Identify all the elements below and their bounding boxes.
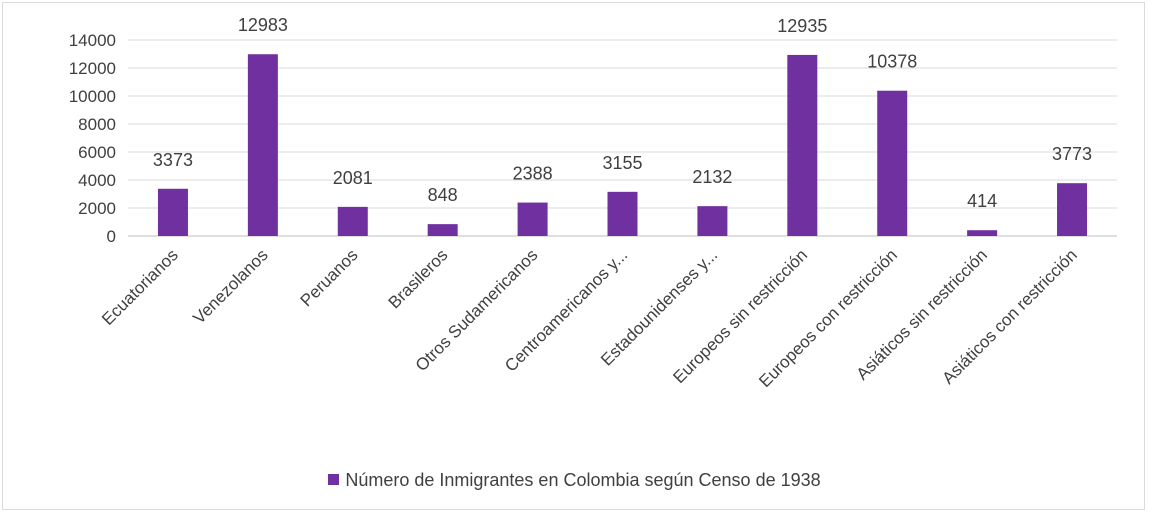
legend: Número de Inmigrantes en Colombia según …: [0, 470, 1149, 491]
x-tick-label: Venezolanos: [189, 245, 271, 327]
y-tick-label: 8000: [78, 115, 116, 134]
bar: [337, 206, 368, 236]
data-label: 3155: [602, 153, 642, 173]
legend-swatch: [328, 474, 340, 485]
x-tick-label: Brasileros: [385, 245, 452, 312]
y-tick-label: 10000: [69, 87, 116, 106]
bar: [877, 90, 908, 236]
y-tick-label: 0: [107, 227, 116, 246]
y-tick-label: 14000: [69, 31, 116, 50]
bar: [787, 54, 818, 236]
y-tick-label: 6000: [78, 143, 116, 162]
data-label: 3773: [1052, 144, 1092, 164]
data-label: 3373: [153, 150, 193, 170]
y-axis-ticks: 0 2000 4000 6000 8000 10000 12000 14000: [69, 31, 116, 246]
y-tick-label: 2000: [78, 199, 116, 218]
y-tick-label: 12000: [69, 59, 116, 78]
bar: [247, 54, 278, 236]
x-tick-label: Ecuatorianos: [98, 245, 182, 329]
data-label: 414: [967, 191, 997, 211]
data-label: 10378: [867, 52, 917, 72]
data-label: 2081: [333, 168, 373, 188]
gridlines: [128, 39, 1117, 237]
x-tick-label: Peruanos: [297, 245, 362, 310]
bar: [967, 230, 998, 236]
bar: [1057, 183, 1088, 236]
y-tick-label: 4000: [78, 171, 116, 190]
data-label: 12935: [777, 16, 827, 36]
bars: [157, 54, 1088, 236]
data-label: 2132: [692, 167, 732, 187]
bar: [157, 188, 188, 236]
bar: [427, 224, 458, 236]
bar: [517, 202, 548, 236]
legend-label: Número de Inmigrantes en Colombia según …: [345, 470, 821, 490]
bar: [607, 191, 638, 236]
data-label: 848: [428, 185, 458, 205]
x-axis-categories: Ecuatorianos Venezolanos Peruanos Brasilero…: [98, 245, 1081, 391]
data-label: 2388: [513, 164, 553, 184]
data-label: 12983: [238, 15, 288, 35]
bar: [697, 206, 728, 236]
data-labels: 3373 12983 2081 848 2388 3155 2132 12935 10378 41…: [153, 15, 1092, 211]
